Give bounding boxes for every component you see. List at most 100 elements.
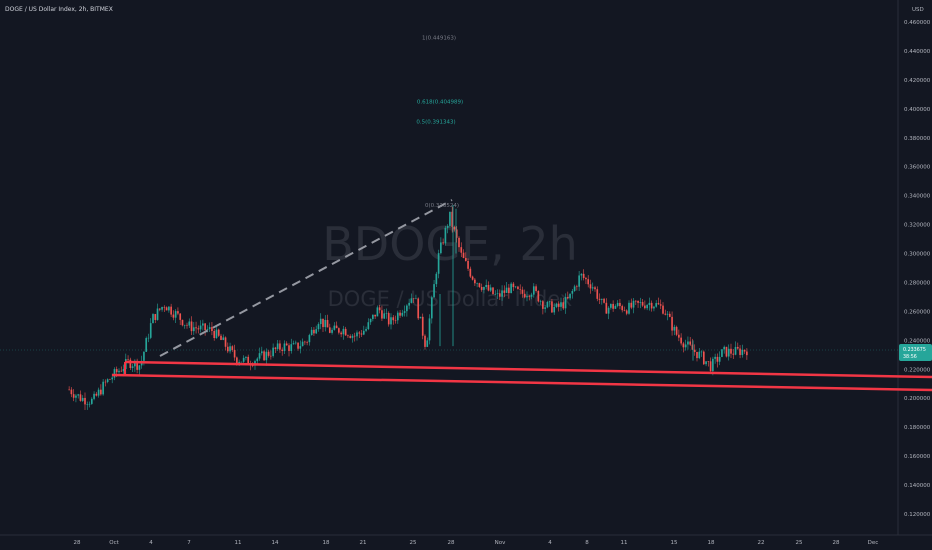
candle-body [528, 296, 531, 297]
candle-body [639, 302, 642, 303]
candle-body [707, 361, 710, 362]
candle-body [498, 293, 501, 297]
candle [102, 379, 104, 396]
candle-body [263, 351, 265, 361]
candle [381, 305, 383, 322]
candle-body [258, 353, 261, 359]
candle-body [204, 323, 206, 331]
y-tick-label: 0.400000 [904, 107, 931, 113]
candle-body [453, 226, 456, 230]
candle-body [376, 307, 379, 317]
candle [600, 298, 603, 305]
candle-body [351, 335, 354, 338]
candle [315, 325, 318, 334]
candle [174, 309, 177, 324]
candle-body [494, 293, 497, 295]
candle-body [215, 329, 218, 339]
candle [551, 298, 553, 314]
candle [578, 270, 580, 291]
candle-body [430, 297, 433, 319]
y-tick-label: 0.200000 [904, 396, 931, 402]
candle [489, 284, 492, 292]
candle [385, 308, 388, 319]
candle [514, 286, 517, 289]
candle [471, 275, 474, 281]
candle [199, 320, 202, 333]
candle [149, 318, 152, 340]
x-axis-ticks: 28 Oct 4 7 11 14 18 21 25 28 Nov 4 8 11 15 18 22 25 28 Dec [74, 540, 879, 546]
candle [641, 299, 644, 307]
candle [294, 340, 297, 345]
candle [610, 303, 612, 310]
candle [301, 338, 304, 347]
candle-body [603, 298, 605, 303]
candle [734, 341, 737, 356]
candle [208, 322, 211, 332]
candle-body [505, 287, 508, 293]
candle-body [489, 287, 492, 291]
candle-body [192, 327, 195, 332]
candle-body [70, 389, 73, 395]
candle-body [721, 349, 723, 357]
y-tick-label: 0.320000 [904, 223, 931, 229]
candle-body [571, 291, 574, 294]
candle-body [449, 211, 451, 226]
candle-body [700, 351, 703, 353]
candle-body [113, 369, 116, 378]
candle-body [455, 229, 458, 238]
candle-body [274, 347, 277, 349]
candle [188, 318, 191, 329]
y-tick-label: 0.180000 [904, 425, 931, 431]
candle-body [324, 319, 327, 328]
candle [347, 334, 349, 339]
candle [279, 340, 281, 353]
candle [399, 310, 401, 318]
candle-body [412, 298, 415, 299]
x-tick-label: 18 [708, 540, 715, 546]
candle [401, 309, 404, 318]
y-tick-label: 0.420000 [904, 78, 931, 84]
fib-trend-dashed-line[interactable] [159, 199, 453, 357]
candle [285, 341, 288, 346]
candle-body [659, 304, 662, 306]
x-tick-label: 22 [758, 540, 765, 546]
candle [313, 327, 315, 337]
upper-support-trendline[interactable] [124, 360, 932, 379]
candle-body [372, 314, 374, 319]
candle [181, 319, 184, 327]
candle-body [557, 303, 560, 307]
candle [693, 344, 696, 356]
candle-body [539, 301, 542, 302]
candle-body [147, 337, 150, 339]
candle-body [109, 379, 111, 380]
candle-body [120, 370, 123, 372]
candle [594, 285, 596, 292]
candle [648, 297, 651, 311]
x-tick-label: 21 [360, 540, 367, 546]
candle-body [260, 351, 263, 354]
candle [458, 236, 460, 252]
candle-body [580, 273, 583, 276]
candle-body [310, 329, 313, 336]
candle [170, 303, 172, 317]
candle [501, 285, 503, 301]
candle-body [612, 303, 614, 309]
candle-body [378, 307, 381, 311]
y-tick-label: 0.300000 [904, 252, 931, 258]
lower-support-trendline[interactable] [111, 373, 932, 392]
candle [705, 361, 707, 367]
candle-body [680, 337, 682, 344]
candle [671, 311, 673, 336]
candle [154, 313, 157, 324]
candle-body [727, 348, 730, 357]
candle-body [718, 356, 721, 362]
candle [226, 342, 229, 354]
candle-body [292, 343, 295, 345]
candle-body [115, 369, 118, 373]
candle [678, 329, 680, 342]
candle [714, 353, 716, 364]
candle-body [548, 301, 551, 302]
candle-body [206, 329, 209, 331]
candle [664, 309, 667, 316]
